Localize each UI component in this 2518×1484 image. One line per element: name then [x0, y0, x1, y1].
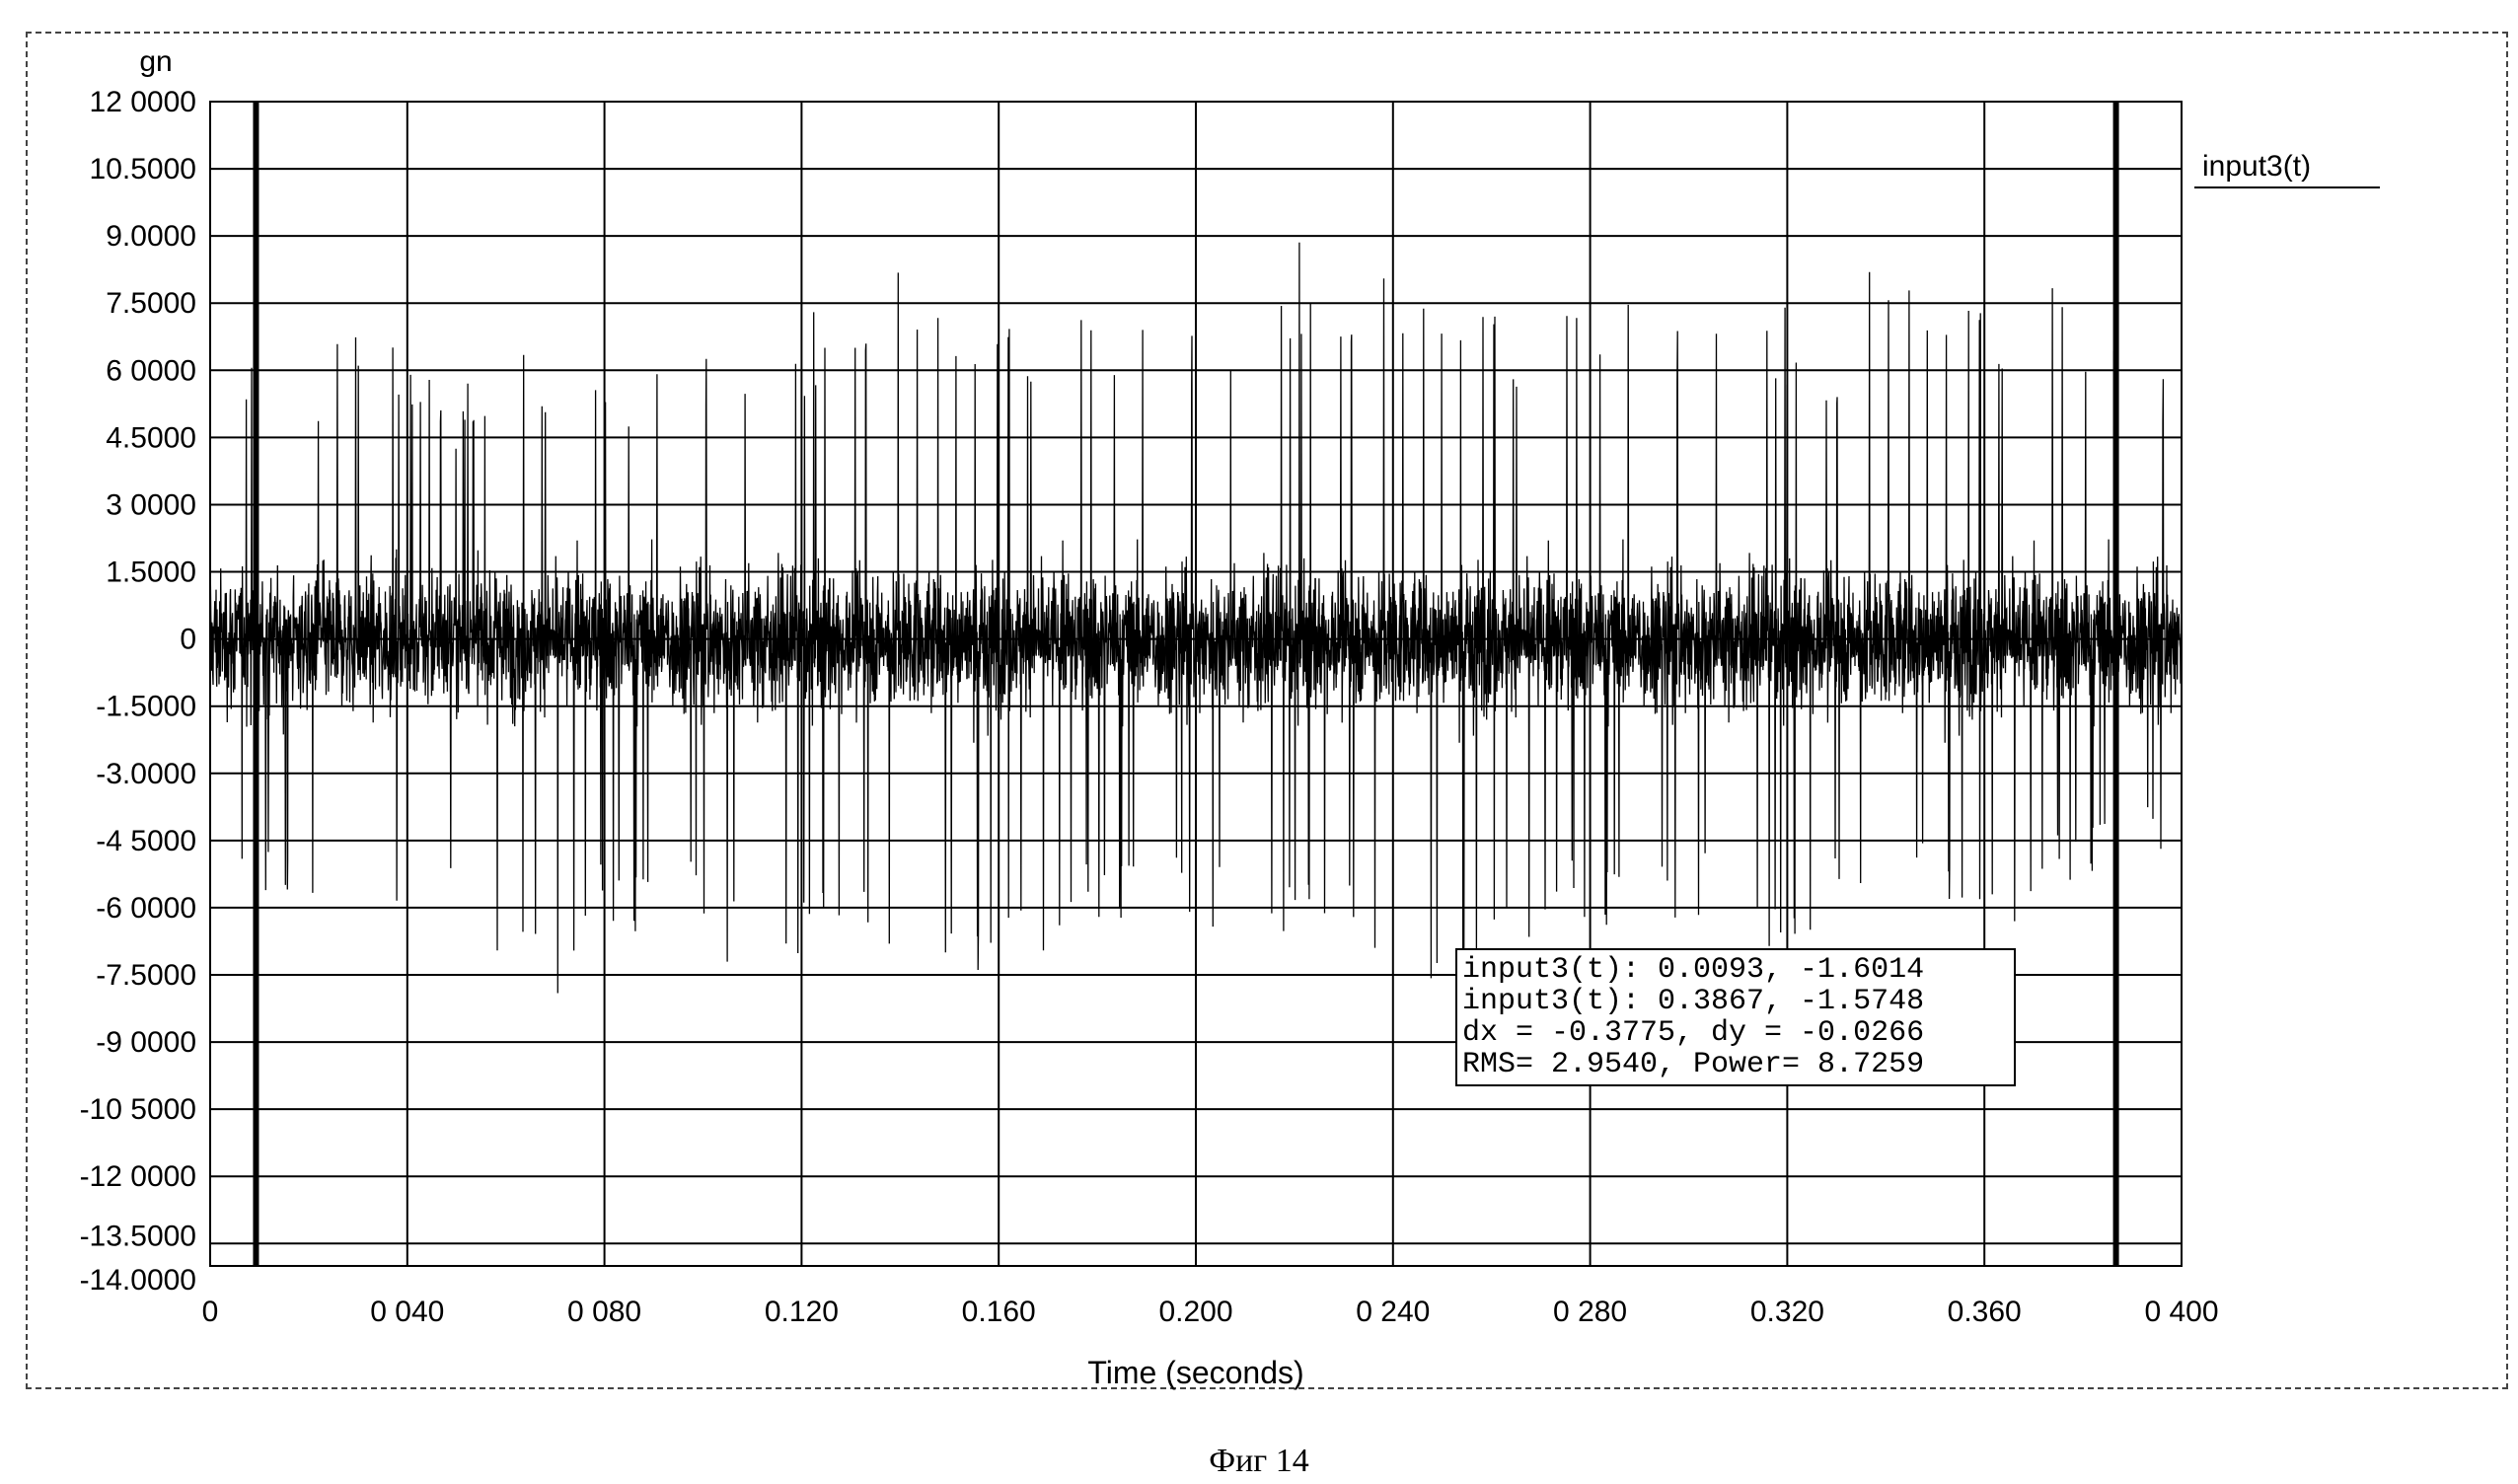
y-axis-label: gn — [139, 45, 172, 78]
x-tick-label: 0 — [202, 1296, 219, 1328]
readout-line-cursor2: input3(t): 0.3867, -1.5748 — [1462, 985, 1924, 1018]
y-tick-label: -4 5000 — [96, 825, 196, 857]
y-tick-label: -7.5000 — [96, 959, 196, 992]
x-tick-label: 0.120 — [765, 1296, 839, 1328]
x-tick-label: 0.320 — [1750, 1296, 1824, 1328]
y-axis-ticks: 12 0000 10.5000 9.0000 7.5000 6 0000 4.5000 3 … — [80, 86, 196, 1297]
x-tick-label: 0.160 — [962, 1296, 1036, 1328]
x-tick-label: 0 240 — [1356, 1296, 1430, 1328]
readout-line-rms-power: RMS= 2.9540, Power= 8.7259 — [1462, 1048, 1924, 1081]
x-tick-label: 0 400 — [2144, 1296, 2218, 1328]
y-tick-label: 6 0000 — [106, 354, 196, 387]
y-tick-label: -12 0000 — [80, 1160, 196, 1193]
y-tick-label: -9 0000 — [96, 1026, 196, 1059]
y-tick-label: -14.0000 — [80, 1264, 196, 1297]
x-tick-label: 0.360 — [1948, 1296, 2022, 1328]
readout-line-cursor1: input3(t): 0.0093, -1.6014 — [1462, 953, 1924, 987]
y-tick-label: 0 — [180, 624, 196, 656]
x-tick-label: 0 040 — [370, 1296, 444, 1328]
x-tick-label: 0.200 — [1158, 1296, 1232, 1328]
x-tick-label: 0 280 — [1553, 1296, 1627, 1328]
y-tick-label: 4.5000 — [106, 421, 196, 454]
y-tick-label: 12 0000 — [90, 86, 196, 118]
x-tick-label: 0 080 — [567, 1296, 641, 1328]
cursor-readout-box: input3(t): 0.0093, -1.6014 input3(t): 0.… — [1456, 949, 2015, 1085]
x-axis-ticks: 0 0 040 0 080 0.120 0.160 0.200 0 240 0 280 0.32… — [202, 1296, 2219, 1328]
y-tick-label: 7.5000 — [106, 287, 196, 320]
legend-entry-input3: input3(t) — [2202, 150, 2311, 183]
y-tick-label: -1.5000 — [96, 691, 196, 723]
y-tick-label: -3.0000 — [96, 758, 196, 790]
x-axis-label: Time (seconds) — [1087, 1355, 1303, 1390]
y-tick-label: 1.5000 — [106, 556, 196, 589]
y-tick-label: -6 0000 — [96, 892, 196, 925]
legend: input3(t) — [2194, 150, 2380, 187]
figure-caption: Фиг 14 — [0, 1443, 2518, 1480]
y-tick-label: -10 5000 — [80, 1093, 196, 1126]
readout-line-delta: dx = -0.3775, dy = -0.0266 — [1462, 1016, 1924, 1050]
y-tick-label: 3 0000 — [106, 488, 196, 521]
y-tick-label: -13.5000 — [80, 1220, 196, 1252]
y-tick-label: 10.5000 — [90, 153, 196, 186]
y-tick-label: 9.0000 — [106, 220, 196, 253]
